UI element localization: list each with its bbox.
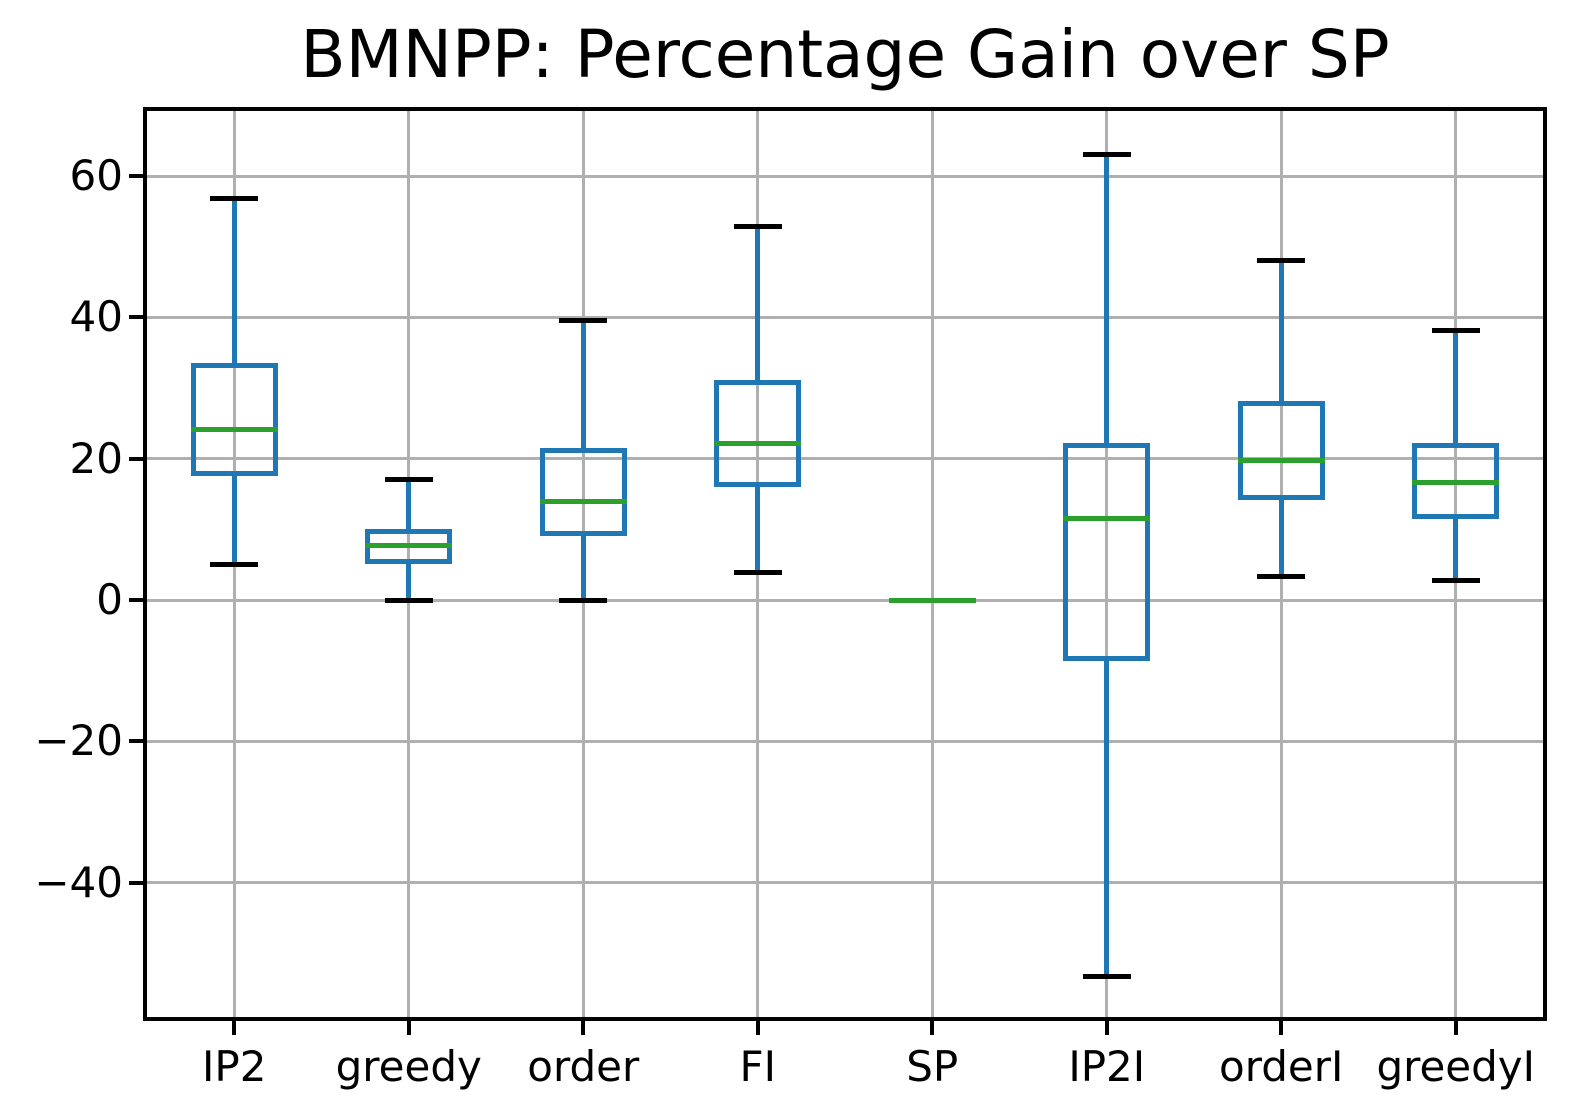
y-tick-label: 60: [69, 151, 123, 201]
median-SP: [888, 597, 976, 603]
x-tick-mark: [232, 1021, 237, 1035]
median-greedyI: [1412, 479, 1500, 485]
whisker-upper: [755, 226, 761, 381]
x-tick-mark: [1279, 1021, 1284, 1035]
gridline-horizontal: [147, 598, 1543, 602]
x-tick-mark: [406, 1021, 411, 1035]
y-tick-mark: [129, 880, 143, 885]
whisker-upper: [580, 320, 586, 449]
x-tick-label-greedy: greedy: [335, 1042, 482, 1091]
whisker-cap-lower: [384, 597, 433, 603]
whisker-cap-lower: [1257, 574, 1306, 580]
box-orderI: [1237, 400, 1325, 500]
whisker-cap-lower: [559, 597, 608, 603]
whisker-cap-lower: [1082, 974, 1131, 980]
x-tick-mark: [755, 1021, 760, 1035]
whisker-lower: [755, 486, 761, 573]
whisker-lower: [1453, 518, 1459, 581]
y-tick-label: −20: [34, 716, 123, 766]
x-tick-label-FI: FI: [739, 1042, 777, 1091]
gridline-horizontal: [147, 457, 1543, 461]
chart-title: BMNPP: Percentage Gain over SP: [300, 16, 1390, 93]
median-orderI: [1237, 457, 1325, 463]
box-order: [539, 448, 627, 537]
gridline-vertical: [930, 111, 934, 1017]
gridline-horizontal: [147, 174, 1543, 178]
whisker-cap-upper: [210, 196, 259, 202]
whisker-upper: [1278, 260, 1284, 401]
whisker-lower: [1278, 499, 1284, 577]
x-tick-mark: [1104, 1021, 1109, 1035]
y-tick-mark: [129, 739, 143, 744]
y-tick-mark: [129, 456, 143, 461]
x-tick-mark: [581, 1021, 586, 1035]
x-tick-mark: [1453, 1021, 1458, 1035]
box-FI: [714, 380, 802, 487]
whisker-cap-lower: [733, 569, 782, 575]
y-tick-mark: [129, 174, 143, 179]
whisker-lower: [406, 564, 412, 601]
plot-area: [143, 107, 1547, 1021]
whisker-upper: [1453, 330, 1459, 444]
whisker-upper: [406, 479, 412, 530]
box-IP2: [190, 363, 278, 477]
whisker-upper: [1104, 154, 1110, 444]
box-IP2I: [1063, 443, 1151, 661]
x-tick-label-greedyI: greedyI: [1376, 1042, 1536, 1091]
x-tick-label-orderI: orderI: [1219, 1042, 1344, 1091]
gridline-horizontal: [147, 739, 1543, 743]
whisker-lower: [580, 536, 586, 601]
whisker-cap-lower: [210, 562, 259, 568]
whisker-cap-upper: [733, 224, 782, 230]
whisker-lower: [1104, 660, 1110, 977]
median-FI: [714, 440, 802, 446]
x-tick-label-IP2I: IP2I: [1068, 1042, 1146, 1091]
median-IP2: [190, 426, 278, 432]
y-tick-label: 40: [69, 292, 123, 342]
whisker-upper: [231, 198, 237, 364]
y-tick-label: 0: [96, 575, 123, 625]
x-tick-label-SP: SP: [906, 1042, 959, 1091]
y-tick-label: −40: [34, 857, 123, 907]
median-order: [539, 498, 627, 504]
whisker-cap-lower: [1431, 577, 1480, 583]
x-tick-mark: [930, 1021, 935, 1035]
whisker-cap-upper: [1082, 152, 1131, 158]
y-tick-mark: [129, 315, 143, 320]
x-tick-label-order: order: [527, 1042, 640, 1091]
gridline-horizontal: [147, 315, 1543, 319]
whisker-cap-upper: [1257, 257, 1306, 263]
gridline-horizontal: [147, 881, 1543, 885]
whisker-cap-upper: [384, 477, 433, 483]
median-greedy: [365, 543, 453, 549]
whisker-lower: [231, 476, 237, 565]
y-tick-label: 20: [69, 433, 123, 483]
whisker-cap-upper: [559, 318, 608, 324]
y-tick-mark: [129, 598, 143, 603]
whisker-cap-upper: [1431, 327, 1480, 333]
x-tick-label-IP2: IP2: [202, 1042, 267, 1091]
gridline-vertical: [1105, 111, 1109, 1017]
median-IP2I: [1063, 516, 1151, 522]
